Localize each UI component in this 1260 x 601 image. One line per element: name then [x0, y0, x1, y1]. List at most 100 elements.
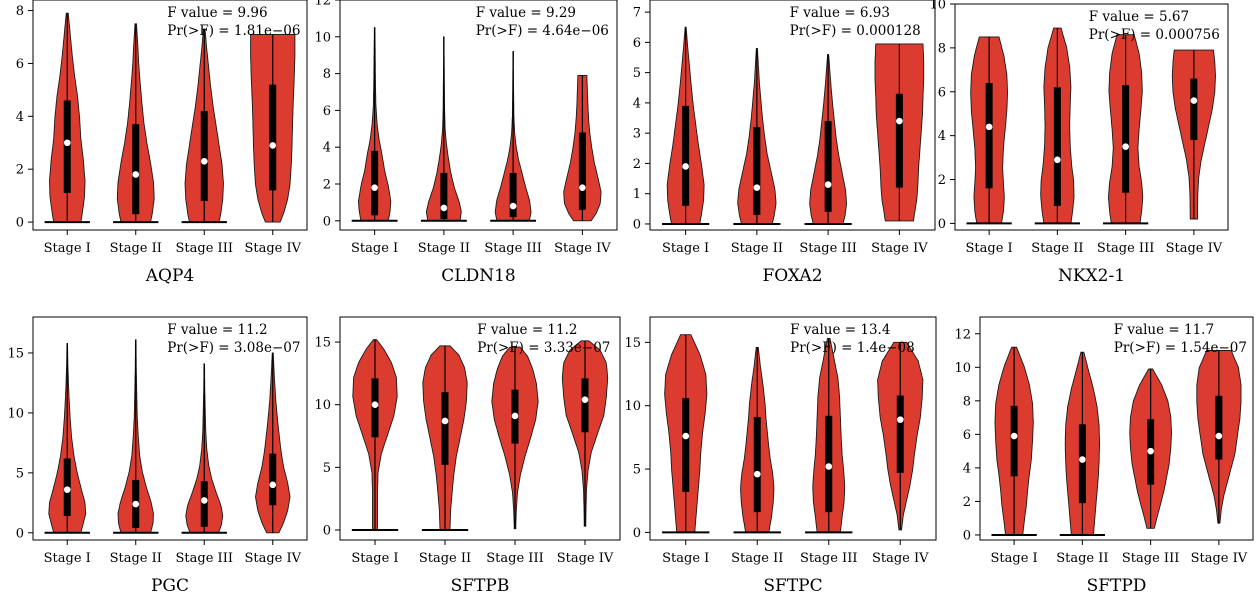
plot-frame	[32, 316, 308, 541]
chart-title: PGC	[151, 576, 189, 596]
y-tick-label: 0	[323, 214, 331, 229]
x-tick-label: Stage III	[176, 241, 233, 256]
y-tick-label: 10	[314, 30, 331, 45]
chart-title: NKX2-1	[1058, 266, 1125, 286]
iqr-box	[63, 100, 71, 193]
y-tick-label: 10	[624, 399, 641, 414]
median-dot	[682, 163, 689, 170]
median-dot	[1147, 447, 1154, 455]
y-tick-label: 15	[314, 336, 331, 351]
x-tick-label: Stage I	[662, 551, 709, 566]
y-tick-label: 2	[938, 173, 946, 188]
x-tick-label: Stage III	[800, 551, 857, 566]
plot-frame	[954, 3, 1229, 231]
chart-panel-6: 0 5 10 15 Stage I Stage II Stage III Stage IV F …	[314, 316, 621, 596]
chart-panel-4: 0 2 4 6 8 10 Stage I Stage II Stage III Stage IV F…	[929, 0, 1229, 286]
x-tick-label: Stage IV	[872, 551, 929, 566]
x-tick-label: Stage I	[351, 551, 398, 566]
median-dot	[371, 184, 378, 191]
f-value-label: F value = 9.29	[476, 5, 576, 21]
x-tick-label: Stage I	[991, 551, 1038, 566]
p-value-label: Pr(>F) = 1.81e−06	[167, 23, 300, 39]
median-dot	[132, 171, 140, 178]
y-tick-label: 4	[963, 461, 971, 476]
plot-frame	[979, 316, 1254, 541]
plot-frame	[649, 316, 937, 541]
y-tick-label: 8	[938, 41, 946, 56]
chart-panel-2: 0 2 4 6 8 10 12 Stage I Stage II Stage III Stage I…	[314, 0, 618, 286]
iqr-box	[1078, 424, 1086, 504]
x-tick-label: Stage IV	[244, 241, 301, 256]
iqr-box	[682, 105, 690, 206]
median-dot	[896, 117, 903, 125]
iqr-box	[441, 392, 449, 465]
median-dot	[1079, 456, 1086, 463]
median-dot	[579, 184, 586, 191]
plot-frame	[32, 0, 308, 231]
y-tick-label: 4	[633, 96, 641, 111]
x-tick-label: Stage III	[1097, 241, 1154, 256]
x-tick-label: Stage IV	[1166, 241, 1223, 256]
x-tick-label: Stage I	[966, 241, 1013, 256]
x-tick-label: Stage IV	[554, 241, 611, 256]
x-tick-label: Stage II	[731, 551, 783, 566]
y-tick-label: 5	[16, 466, 24, 481]
p-value-label: Pr(>F) = 0.000128	[790, 23, 921, 39]
x-tick-label: Stage II	[418, 241, 470, 256]
p-value-label: Pr(>F) = 4.64e−06	[476, 23, 609, 39]
median-dot	[581, 396, 589, 403]
x-tick-label: Stage III	[176, 551, 233, 566]
f-value-label: F value = 6.93	[790, 5, 890, 21]
median-dot	[63, 139, 71, 147]
iqr-box	[1215, 395, 1223, 460]
x-tick-label: Stage IV	[557, 551, 614, 566]
iqr-box	[1190, 78, 1198, 141]
median-dot	[1215, 432, 1223, 440]
y-tick-label: 4	[938, 129, 946, 144]
f-value-label: F value = 11.2	[167, 322, 267, 338]
median-dot	[509, 202, 517, 210]
y-tick-label: 6	[323, 104, 331, 119]
y-tick-label: 4	[16, 110, 24, 125]
y-tick-label: 10	[929, 0, 946, 13]
x-tick-label: Stage II	[1056, 551, 1108, 566]
iqr-box	[985, 82, 993, 189]
chart-panel-1: 0 2 4 6 8 Stage I Stage II Stage III Stage IV F v…	[16, 0, 308, 286]
y-tick-label: 5	[323, 461, 331, 476]
y-tick-label: 12	[954, 327, 971, 342]
iqr-box	[509, 172, 517, 218]
x-tick-label: Stage IV	[244, 551, 301, 566]
y-tick-label: 8	[963, 394, 971, 409]
y-tick-label: 15	[624, 336, 641, 351]
y-tick-label: 10	[314, 398, 331, 413]
p-value-label: Pr(>F) = 1.54e−07	[1114, 340, 1247, 356]
y-tick-label: 12	[314, 0, 331, 9]
median-dot	[825, 463, 833, 470]
x-tick-label: Stage II	[731, 241, 783, 256]
y-tick-label: 5	[633, 66, 641, 81]
median-dot	[269, 142, 277, 149]
f-value-label: F value = 5.67	[1089, 9, 1189, 25]
median-dot	[441, 417, 449, 425]
plot-frame	[339, 0, 618, 231]
iqr-box	[371, 150, 379, 216]
median-dot	[132, 500, 140, 508]
iqr-box	[578, 132, 586, 210]
median-dot	[511, 412, 519, 420]
median-dot	[371, 401, 379, 408]
iqr-box	[440, 172, 448, 219]
iqr-box	[132, 124, 140, 215]
y-tick-label: 15	[7, 346, 24, 361]
iqr-box	[200, 111, 208, 201]
y-tick-label: 3	[633, 127, 641, 142]
y-tick-label: 2	[323, 178, 331, 193]
iqr-box	[753, 417, 761, 513]
x-tick-label: Stage II	[1031, 241, 1083, 256]
x-tick-label: Stage III	[799, 241, 856, 256]
y-tick-label: 0	[633, 526, 641, 541]
y-tick-label: 2	[963, 495, 971, 510]
chart-panel-7: 0 5 10 15 Stage I Stage II Stage III Stage IV F …	[624, 316, 937, 596]
p-value-label: Pr(>F) = 1.4e−08	[790, 340, 915, 356]
y-tick-label: 0	[938, 217, 946, 232]
iqr-box	[1053, 87, 1061, 206]
